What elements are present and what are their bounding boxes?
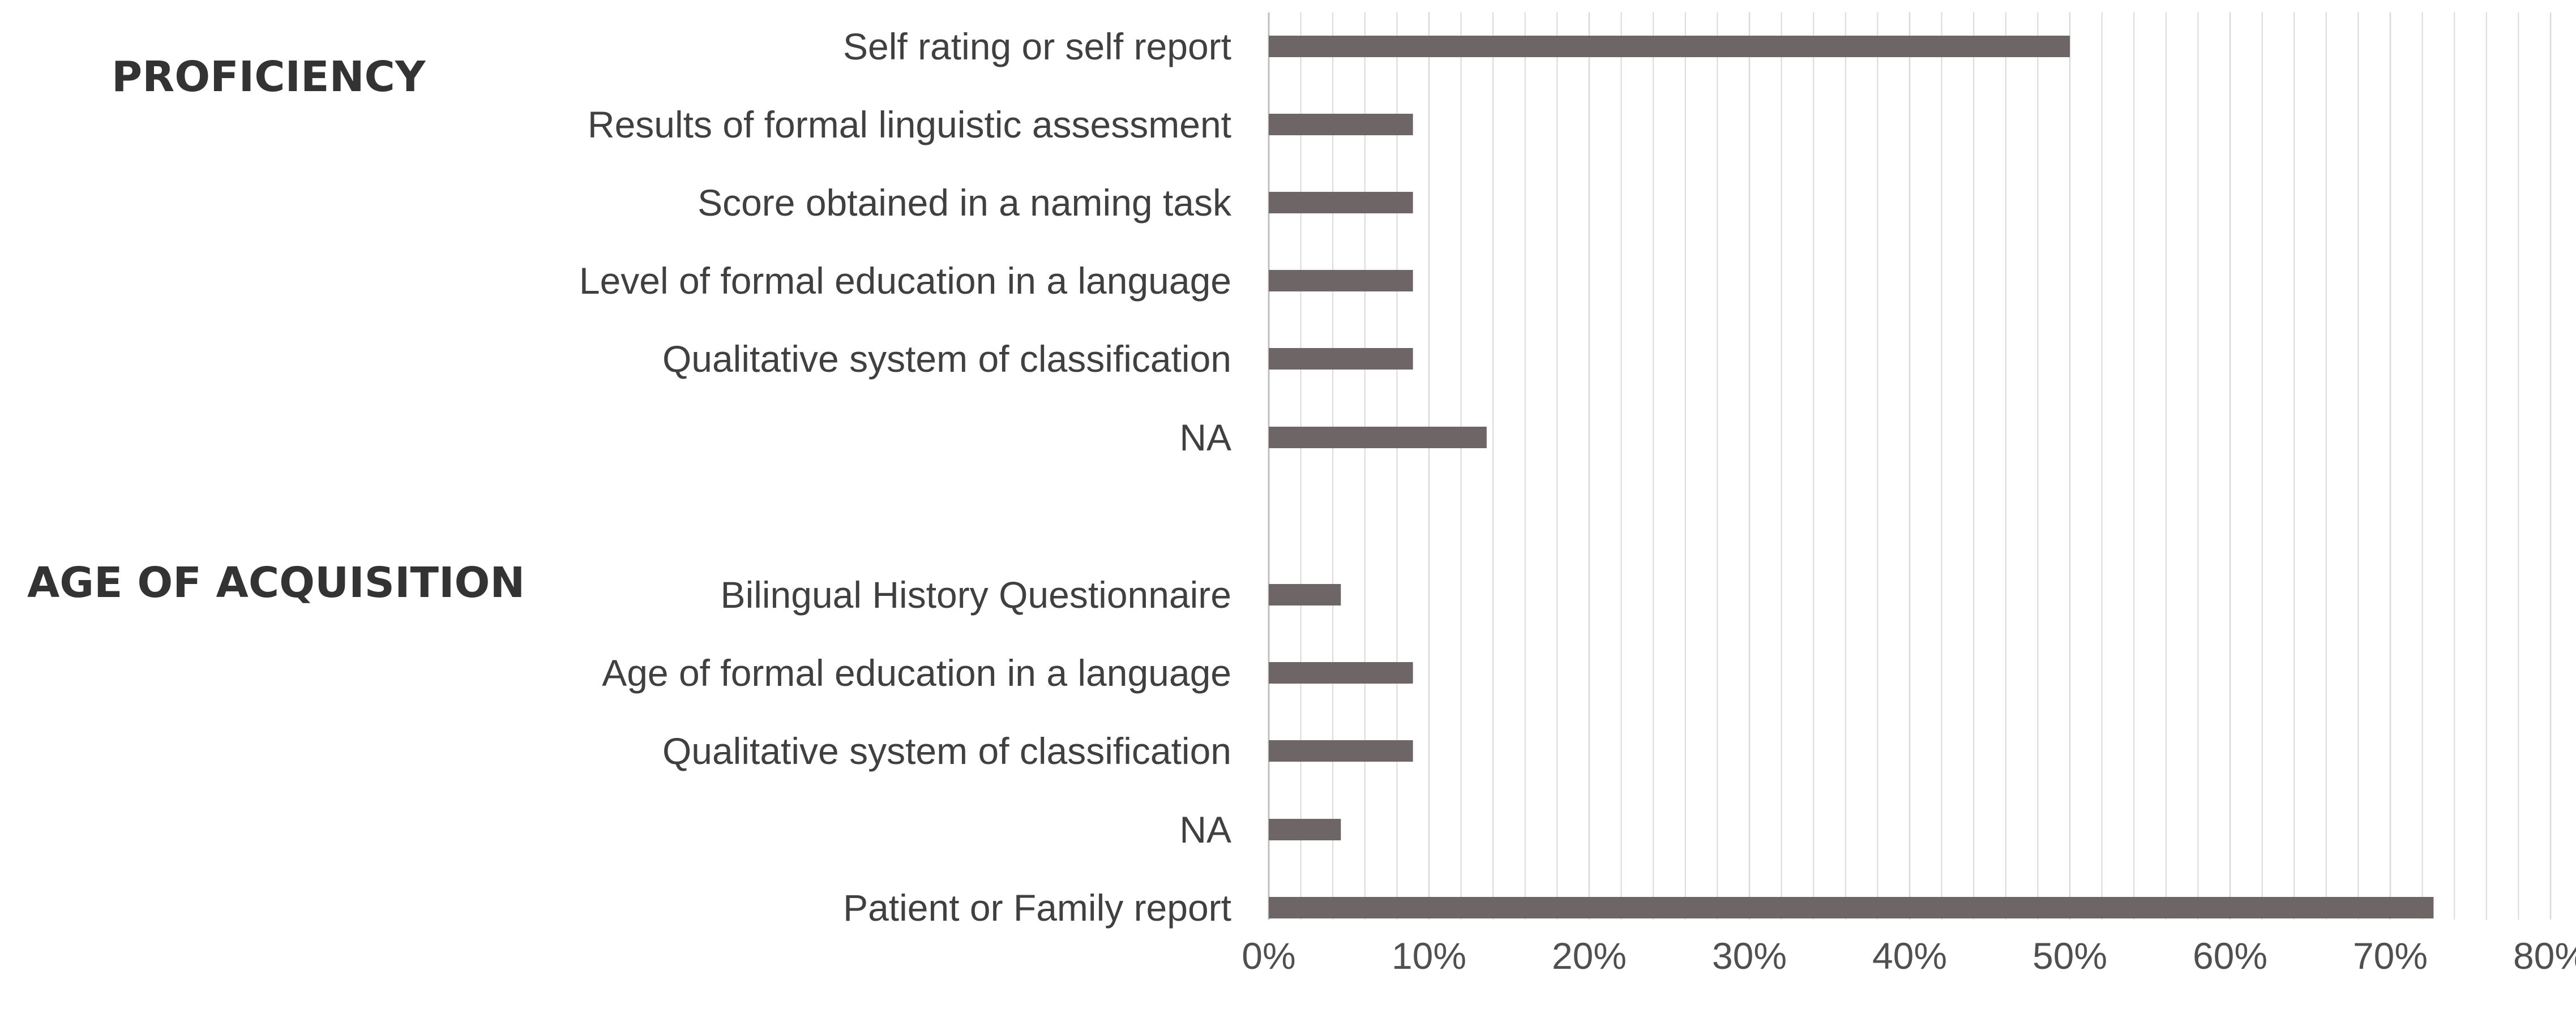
bar (1269, 427, 1487, 448)
bar (1269, 584, 1341, 606)
gridlines (1268, 12, 2552, 920)
category-label: Self rating or self report (843, 25, 1231, 67)
bars (1269, 36, 2434, 918)
bar (1269, 740, 1413, 762)
bar (1269, 270, 1413, 291)
x-tick-label: 30% (1712, 935, 1787, 977)
bar (1269, 192, 1413, 213)
x-tick-label: 60% (2193, 935, 2267, 977)
category-label: Results of formal linguistic assessment (588, 104, 1231, 145)
bar (1269, 897, 2434, 918)
x-tick-label: 0% (1242, 935, 1295, 977)
category-label: Qualitative system of classification (662, 730, 1231, 772)
category-label: Age of formal education in a language (602, 652, 1231, 694)
category-label: Bilingual History Questionnaire (721, 574, 1231, 616)
x-axis-tick-labels: 0% 10% 20% 30% 40% 50% 60% 70% 80% (1242, 935, 2576, 977)
bar (1269, 114, 1413, 135)
x-tick-label: 10% (1392, 935, 1466, 977)
category-label: NA (1179, 809, 1231, 851)
bar (1269, 662, 1413, 684)
x-tick-label: 20% (1552, 935, 1627, 977)
group-label: AGE OF ACQUISITION (27, 559, 525, 607)
bar (1269, 36, 2070, 57)
category-label: NA (1179, 416, 1231, 458)
category-labels: Self rating or self report Results of for… (579, 25, 1232, 929)
category-label: Qualitative system of classification (662, 338, 1231, 380)
category-label: Score obtained in a naming task (698, 182, 1232, 224)
x-tick-label: 40% (1872, 935, 1947, 977)
bar (1269, 348, 1413, 370)
group-label: PROFICIENCY (112, 53, 426, 101)
group-labels: PROFICIENCY AGE OF ACQUISITION (27, 53, 525, 607)
category-label: Level of formal education in a language (579, 260, 1231, 302)
category-label: Patient or Family report (843, 887, 1231, 929)
x-tick-label: 70% (2353, 935, 2428, 977)
x-tick-label: 50% (2032, 935, 2107, 977)
x-tick-label: 80% (2513, 935, 2576, 977)
bar (1269, 819, 1341, 840)
